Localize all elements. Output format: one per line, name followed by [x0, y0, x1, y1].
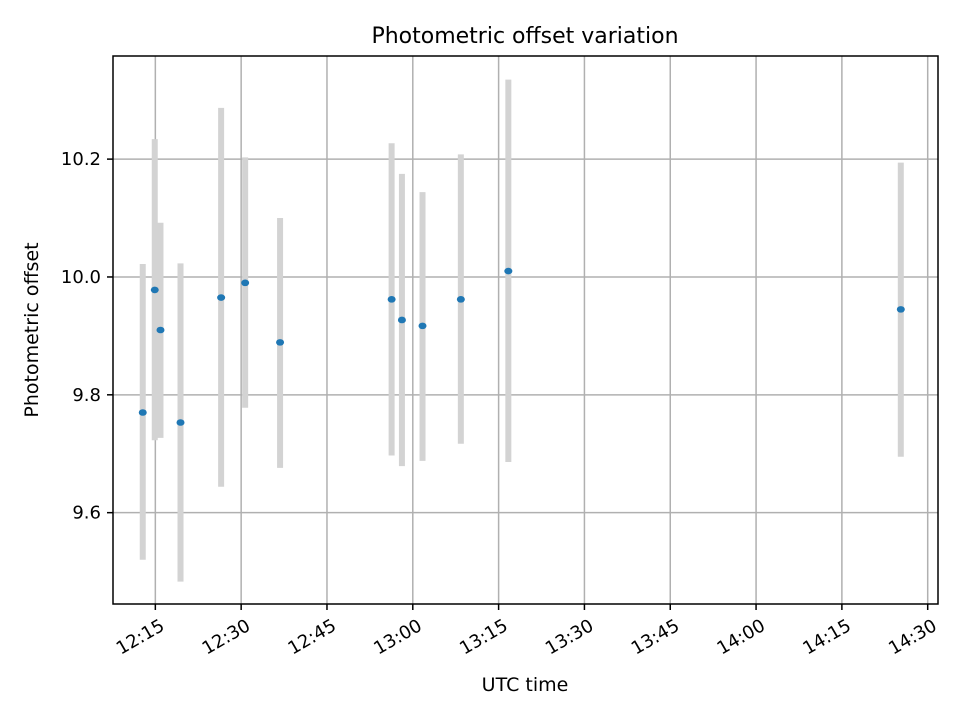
- y-tick-label: 10.2: [61, 149, 101, 170]
- x-tick-label: 13:00: [370, 615, 425, 659]
- plot-frame: [112, 55, 939, 605]
- x-tick-label: 13:30: [542, 615, 597, 659]
- y-tick-label: 9.6: [72, 503, 101, 524]
- data-point: [418, 322, 427, 330]
- data-point: [217, 294, 226, 301]
- data-point: [150, 286, 159, 294]
- x-tick-label: 14:30: [885, 615, 940, 659]
- x-tick-label: 13:15: [456, 615, 511, 659]
- chart-title: Photometric offset variation: [371, 24, 678, 49]
- data-point: [176, 419, 185, 426]
- data-point: [241, 279, 250, 287]
- axis-ticks: [107, 158, 929, 610]
- x-tick-label: 12:15: [113, 615, 168, 659]
- data-point: [156, 326, 165, 334]
- x-tick-label: 13:45: [628, 615, 683, 659]
- tick-labels: 12:15 12:30 12:45 13:00 13:15 13:30 13:45 14:00…: [61, 149, 941, 659]
- error-bars: [139, 79, 904, 582]
- data-point: [138, 409, 147, 416]
- x-tick-label: 14:00: [714, 615, 769, 659]
- data-point: [504, 267, 513, 275]
- data-point: [456, 296, 465, 303]
- y-tick-label: 9.8: [72, 385, 101, 406]
- data-point: [896, 306, 905, 313]
- data-point: [397, 316, 406, 324]
- y-tick-label: 10.0: [61, 267, 101, 288]
- x-axis-label: UTC time: [482, 674, 569, 696]
- x-tick-label: 12:30: [199, 615, 254, 659]
- y-axis-label: Photometric offset: [21, 242, 43, 417]
- x-tick-label: 14:15: [799, 615, 854, 659]
- data-points: [138, 267, 905, 426]
- x-tick-label: 12:45: [284, 615, 339, 659]
- data-point: [276, 339, 285, 346]
- data-point: [387, 296, 396, 303]
- grid-lines: [113, 56, 938, 604]
